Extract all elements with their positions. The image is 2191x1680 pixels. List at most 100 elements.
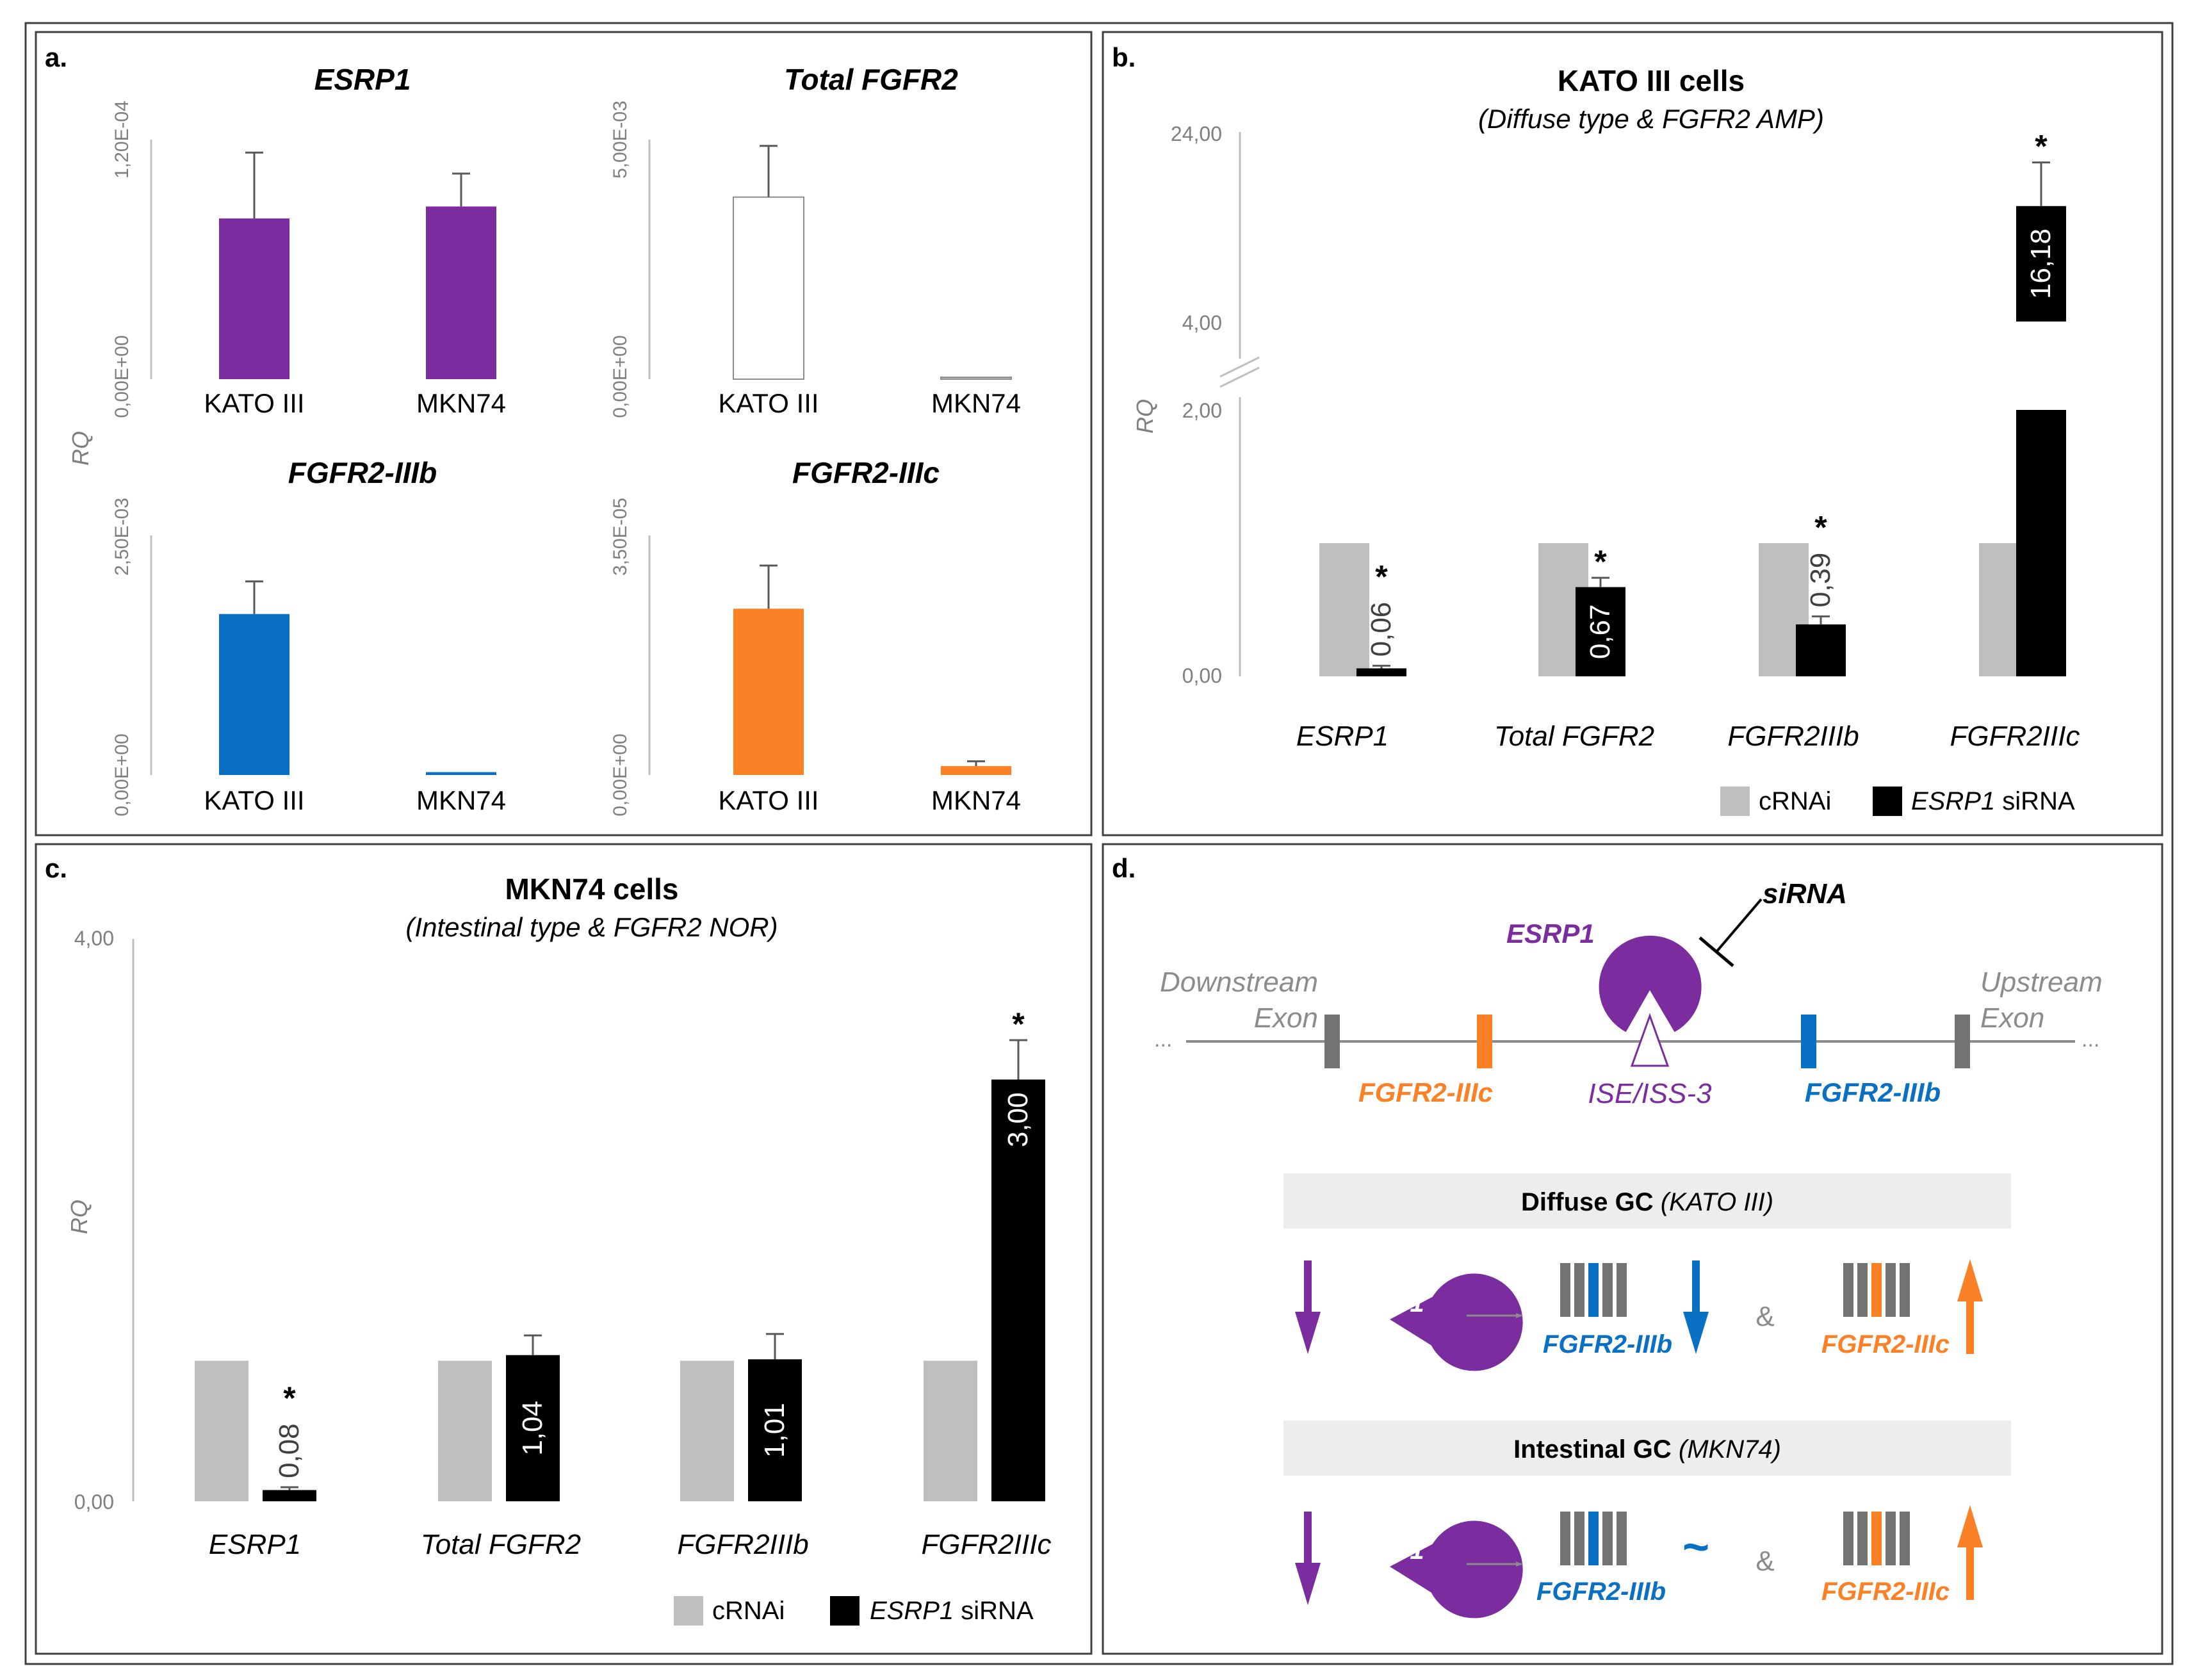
upstream-exon-label: Exon	[1980, 1002, 2044, 1034]
c-ytick: 0,00	[74, 1490, 114, 1513]
a-bar	[426, 206, 496, 379]
c-bar-crnai	[438, 1360, 492, 1501]
c-value-label: 1,01	[759, 1403, 790, 1458]
inhibition-line	[1715, 898, 1763, 953]
c-bar-sirna	[263, 1490, 316, 1501]
inhibition-bar	[1698, 936, 1734, 967]
panel-c-subtitle: (Intestinal type & FGFR2 NOR)	[405, 912, 778, 942]
diffuse-gc-italic: (KATO III)	[1661, 1188, 1773, 1216]
panel-c-label: c.	[45, 853, 67, 883]
upstream-exon	[1955, 1015, 1970, 1068]
down-arrow-icon	[1295, 1260, 1321, 1354]
intestinal-gc-title: Intestinal GC (MKN74)	[1513, 1435, 1781, 1464]
sirna-label: siRNA	[1763, 878, 1847, 909]
b-significance: *	[1375, 559, 1388, 594]
esrp1-pacman-label: ESRP1	[1340, 1537, 1424, 1565]
diffuse-gc-title: Diffuse GC (KATO III)	[1521, 1188, 1773, 1216]
c-bar-crnai	[680, 1360, 734, 1501]
a-ytick-top: 3,50E-05	[610, 498, 631, 576]
isoform-iiic-diagram	[1843, 1512, 1910, 1565]
panel-b: KATO III cells (Diffuse type & FGFR2 AMP…	[1132, 64, 2080, 816]
panel-b-subtitle: (Diffuse type & FGFR2 AMP)	[1478, 104, 1824, 134]
a-category-label: MKN74	[416, 785, 506, 815]
c-category-label: FGFR2IIIb	[677, 1529, 808, 1560]
diffuse-gc-bold: Diffuse GC	[1521, 1188, 1654, 1216]
downstream-exon	[1324, 1015, 1340, 1068]
c-category-label: FGFR2IIIc	[922, 1529, 1052, 1560]
a-chart-total-fgfr2: Total FGFR2 5,00E-03 0,00E+00 KATO III M…	[610, 63, 1021, 418]
legend-name: siRNA	[2002, 787, 2075, 815]
legend-italic: ESRP1	[870, 1597, 954, 1625]
tilde-unchanged: ~	[1682, 1522, 1709, 1573]
b-legend: cRNAi ESRP1 siRNA	[1720, 787, 2075, 816]
diffuse-gc-box	[1283, 1173, 2011, 1228]
iiib-label: FGFR2-IIIb	[1805, 1077, 1941, 1107]
isoform-iiic-diagram	[1843, 1263, 1910, 1317]
a-category-label: KATO III	[718, 785, 819, 815]
b-bars: 0,06 * 0,67 * 0,39 * 16,18 *	[1319, 129, 2066, 676]
legend-swatch-crnai	[674, 1596, 703, 1626]
isoform-iiib-diagram	[1560, 1512, 1627, 1565]
legend-swatch-sirna	[830, 1596, 859, 1626]
a-ytick-bottom: 0,00E+00	[610, 733, 631, 816]
b-category-label: Total FGFR2	[1494, 721, 1654, 752]
a-ytick-bottom: 0,00E+00	[610, 335, 631, 418]
c-significance: *	[283, 1380, 296, 1416]
b-ytick: 0,00	[1182, 664, 1222, 687]
intestinal-gc-box	[1283, 1421, 2011, 1476]
a-ytick-top: 5,00E-03	[610, 101, 631, 179]
a-bars	[733, 564, 1011, 775]
c-bar-crnai	[195, 1360, 248, 1501]
b-bar-sirna-upper	[2016, 206, 2066, 322]
downstream-exon-label: Exon	[1254, 1002, 1318, 1034]
down-arrow-icon	[1295, 1512, 1321, 1605]
b-ytick: 2,00	[1182, 399, 1222, 422]
a-ytick-top: 1,20E-04	[111, 101, 133, 179]
up-arrow-icon	[1957, 1259, 1983, 1354]
exon-iiib	[1801, 1015, 1816, 1068]
panel-c-title: MKN74 cells	[505, 872, 678, 906]
ise-triangle-icon	[1630, 1013, 1670, 1067]
legend-label-sirna: ESRP1 siRNA	[1911, 787, 2075, 815]
b-bar-sirna	[1576, 587, 1625, 676]
a-chart-title: FGFR2-IIIb	[288, 456, 437, 489]
panel-c: MKN74 cells (Intestinal type & FGFR2 NOR…	[66, 872, 1051, 1626]
b-bar-sirna	[1796, 624, 1846, 676]
panel-b-y-label: RQ	[1132, 399, 1158, 434]
panel-d: ... ... Downstream Exon Upstream Exon FG…	[1154, 878, 2103, 1619]
esrp1-pacman-icon	[1390, 1521, 1523, 1619]
intestinal-gc-bold: Intestinal GC	[1513, 1435, 1672, 1464]
legend-name: siRNA	[961, 1597, 1034, 1625]
c-bar-sirna	[748, 1359, 802, 1501]
b-value-label: 0,67	[1584, 604, 1616, 659]
exon-iiic	[1477, 1015, 1492, 1068]
upstream-exon-label: Upstream	[1980, 966, 2103, 998]
iiic-label: FGFR2-IIIc	[1358, 1077, 1493, 1107]
iiic-label: FGFR2-IIIc	[1821, 1330, 1950, 1358]
a-chart-title: FGFR2-IIIc	[792, 456, 940, 489]
a-bar	[733, 608, 804, 775]
c-legend: cRNAi ESRP1 siRNA	[674, 1596, 1034, 1626]
a-bar	[219, 218, 289, 379]
c-category-label: Total FGFR2	[421, 1529, 581, 1560]
a-bar	[733, 196, 804, 380]
a-ytick-bottom: 0,00E+00	[111, 733, 133, 816]
panel-b-title: KATO III cells	[1558, 64, 1745, 97]
legend-swatch-sirna	[1873, 787, 1902, 816]
legend-italic: ESRP1	[1911, 787, 1995, 815]
b-category-label: ESRP1	[1296, 721, 1389, 752]
c-value-label: 1,04	[517, 1401, 548, 1456]
c-category-label: ESRP1	[209, 1529, 301, 1560]
esrp1-pacman-icon	[1390, 1273, 1523, 1371]
ampersand: &	[1755, 1301, 1774, 1332]
a-bar	[426, 772, 496, 775]
c-value-label: 0,08	[273, 1423, 305, 1478]
esrp1-label-top: ESRP1	[1506, 918, 1595, 949]
up-arrow-icon	[1957, 1505, 1983, 1600]
b-bar-sirna	[2016, 410, 2066, 676]
a-category-label: MKN74	[931, 785, 1021, 815]
a-chart-esrp1: ESRP1 1,20E-04 0,00E+00 KATO III MKN74	[111, 63, 506, 418]
a-bar	[219, 614, 289, 775]
esrp1-pacman-label: ESRP1	[1340, 1289, 1424, 1317]
a-bars	[733, 145, 1012, 380]
